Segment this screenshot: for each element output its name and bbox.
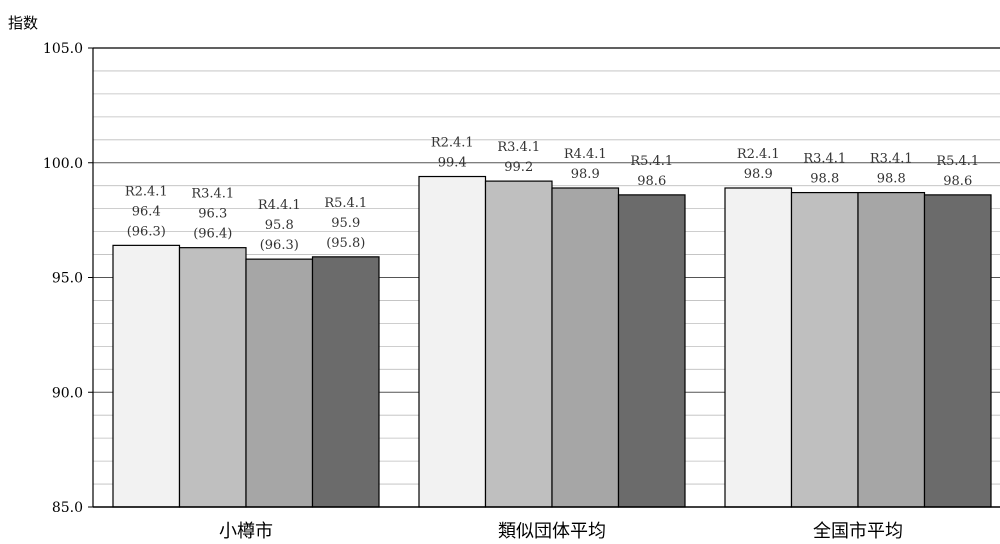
data-label: 95.9 [331, 216, 360, 231]
data-label: R2.4.1 [431, 136, 474, 151]
data-label: 95.8 [265, 218, 294, 233]
data-label: R3.4.1 [191, 187, 234, 202]
category-labels: 小樽市 類似団体平均 全国市平均 [219, 521, 903, 542]
data-label: 99.2 [504, 160, 533, 175]
y-tick-label: 90.0 [52, 385, 83, 401]
bar [724, 187, 793, 508]
data-label: R2.4.1 [125, 184, 168, 199]
data-label: 98.9 [744, 167, 773, 182]
data-label: 98.9 [571, 167, 600, 182]
bar [617, 194, 686, 508]
data-label: 96.4 [132, 204, 161, 219]
bar [551, 187, 620, 508]
data-label: R2.4.1 [737, 147, 780, 162]
category-label: 全国市平均 [813, 521, 903, 542]
data-labels: R2.4.1 96.4 (96.3) R3.4.1 96.3 (96.4) R4.4.1 95… [125, 136, 979, 254]
data-label: R3.4.1 [803, 152, 846, 167]
data-label: 98.8 [810, 172, 839, 187]
data-label: R5.4.1 [324, 196, 367, 211]
y-axis-ticks: 85.0 90.0 95.0 100.0 105.0 [43, 41, 93, 516]
bar [857, 191, 926, 508]
bar [245, 258, 314, 508]
data-label: (95.8) [326, 236, 365, 251]
bar [790, 191, 859, 508]
bar [418, 175, 487, 508]
bar [923, 194, 992, 508]
data-label: R3.4.1 [870, 152, 913, 167]
data-label: 98.6 [637, 174, 666, 189]
plot-frame [92, 47, 1000, 508]
data-label: R4.4.1 [258, 198, 301, 213]
bars [112, 175, 992, 508]
data-label: (96.4) [193, 227, 232, 242]
y-tick-label: 85.0 [52, 500, 83, 516]
data-label: 98.6 [943, 174, 972, 189]
data-label: (96.3) [260, 238, 299, 253]
data-label: R4.4.1 [564, 147, 607, 162]
data-label: R5.4.1 [936, 154, 979, 169]
data-label: 98.8 [877, 172, 906, 187]
y-axis-label: 指数 [8, 14, 38, 32]
y-tick-label: 100.0 [43, 156, 83, 172]
bar [484, 180, 553, 508]
y-tick-label: 95.0 [52, 271, 83, 287]
data-label: R5.4.1 [630, 154, 673, 169]
y-tick-label: 105.0 [43, 41, 83, 57]
bar [311, 256, 380, 508]
bar [112, 244, 181, 508]
category-label: 小樽市 [219, 521, 273, 542]
data-label: 99.4 [438, 156, 467, 171]
data-label: R3.4.1 [497, 140, 540, 155]
category-label: 類似団体平均 [498, 521, 606, 542]
data-label: (96.3) [127, 224, 166, 239]
bar [178, 247, 247, 508]
data-label: 96.3 [198, 207, 227, 222]
